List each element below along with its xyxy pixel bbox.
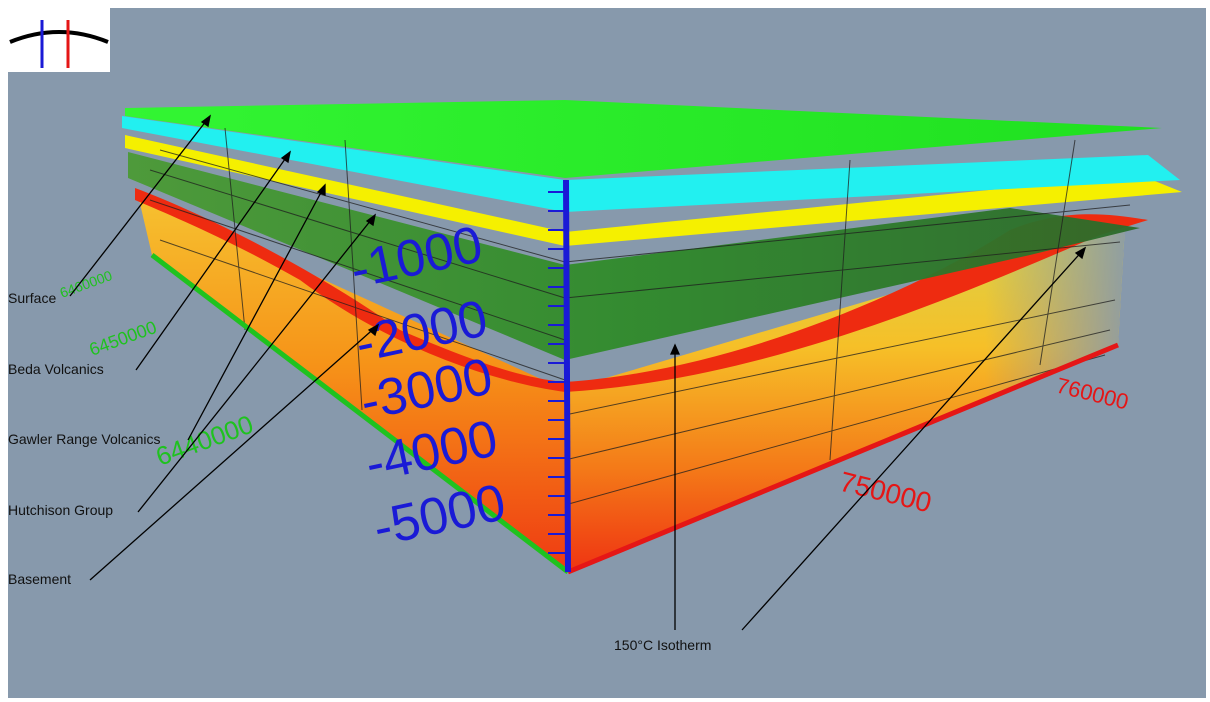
surface-layer xyxy=(125,100,1162,178)
label-beda-volcanics: Beda Volcanics xyxy=(8,361,104,377)
depth-tick-labels: -1000 -2000 -3000 -4000 -5000 xyxy=(345,215,510,557)
depth-axis-ticks xyxy=(548,191,566,554)
left-side-face xyxy=(138,195,568,572)
leader-arrows xyxy=(69,114,1087,631)
northing-tick-label: 6440000 xyxy=(152,409,257,472)
northing-axis xyxy=(150,253,570,574)
basement-layer xyxy=(135,188,1148,392)
depth-axis xyxy=(563,179,571,573)
label-surface: Surface xyxy=(8,290,57,306)
easting-tick-label: 760000 xyxy=(1054,373,1131,415)
model-grid xyxy=(149,127,1131,506)
hutchison-group-layer xyxy=(128,152,1140,360)
logo xyxy=(8,8,110,72)
easting-tick-label: 750000 xyxy=(837,466,935,519)
beda-volcanics-layer xyxy=(122,116,1180,212)
label-gawler-range-volcanics: Gawler Range Volcanics xyxy=(8,431,161,447)
gawler-range-volcanics-layer xyxy=(125,135,1182,246)
label-basement: Basement xyxy=(8,571,72,587)
cross-section-logo-icon xyxy=(9,20,109,68)
northing-tick-label: 6460000 xyxy=(58,267,115,301)
easting-axis xyxy=(567,342,1119,575)
label-isotherm: 150°C Isotherm xyxy=(614,637,712,653)
label-hutchison-group: Hutchison Group xyxy=(8,502,114,518)
